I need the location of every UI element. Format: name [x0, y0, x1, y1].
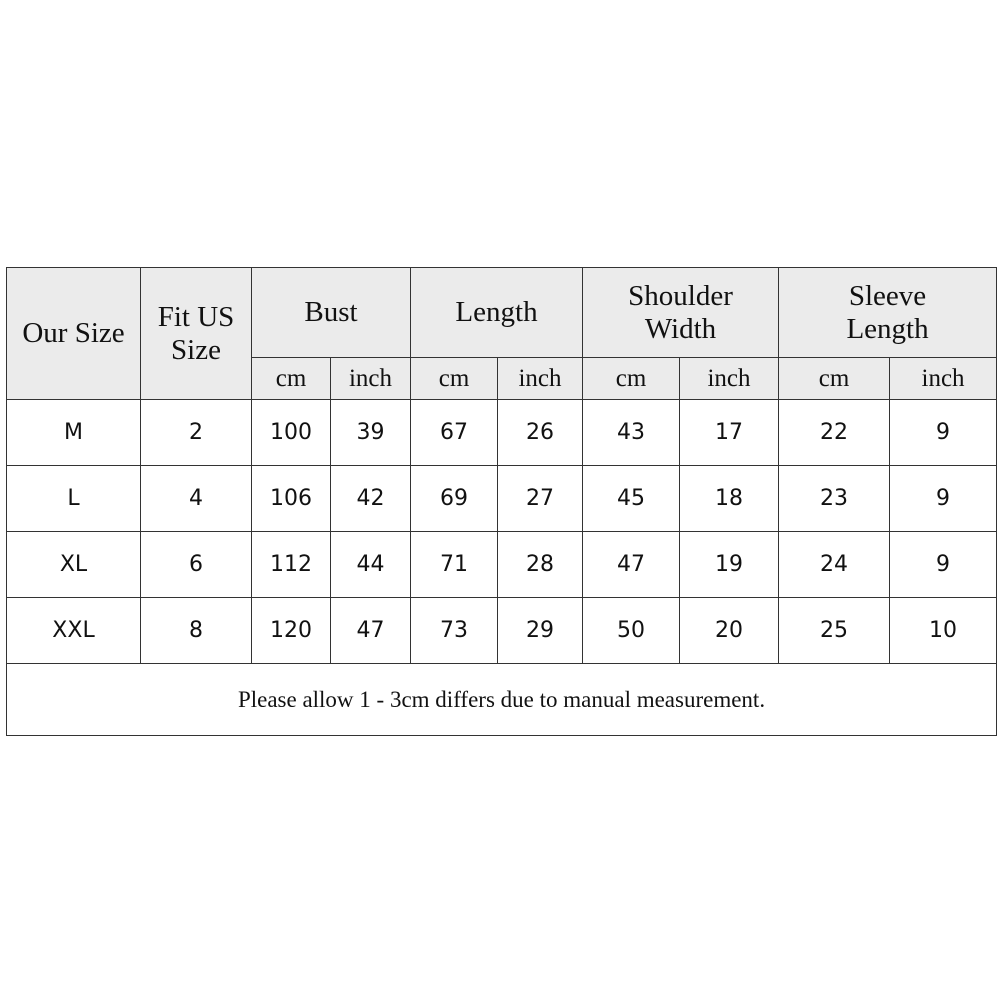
measurement-cell: 24	[778, 531, 891, 598]
header-fit-us-size: Fit US Size	[140, 267, 252, 400]
size-cell: XXL	[6, 597, 141, 664]
measurement-cell: 120	[251, 597, 331, 664]
measurement-cell: 100	[251, 399, 331, 466]
measurement-cell: 25	[778, 597, 891, 664]
measurement-cell: 20	[678, 597, 780, 664]
measurement-cell: 73	[410, 597, 498, 664]
measurement-cell: 10	[889, 597, 998, 664]
size-chart-table: Our Size Fit US Size Bust Length Shoulde…	[5, 267, 998, 736]
measurement-cell: 39	[330, 399, 411, 466]
us-size-cell: 2	[140, 399, 252, 466]
measurement-cell: 22	[778, 399, 891, 466]
table-row: L 4 106 42 69 27 45 18 23 9	[6, 465, 998, 532]
unit-cm: cm	[251, 357, 331, 400]
header-our-size: Our Size	[6, 267, 141, 400]
measurement-cell: 45	[582, 465, 680, 532]
unit-inch: inch	[678, 357, 780, 400]
measurement-cell: 19	[678, 531, 780, 598]
measurement-cell: 69	[410, 465, 498, 532]
measurement-cell: 112	[251, 531, 331, 598]
measurement-cell: 9	[889, 399, 998, 466]
header-sleeve-length-label: Sleeve Length	[846, 279, 929, 345]
size-cell: M	[6, 399, 141, 466]
unit-cm: cm	[410, 357, 498, 400]
measurement-cell: 27	[497, 465, 583, 532]
us-size-cell: 8	[140, 597, 252, 664]
measurement-cell: 43	[582, 399, 680, 466]
us-size-cell: 4	[140, 465, 252, 532]
measurement-cell: 42	[330, 465, 411, 532]
us-size-cell: 6	[140, 531, 252, 598]
unit-cm: cm	[582, 357, 680, 400]
header-bust: Bust	[251, 267, 411, 358]
measurement-cell: 9	[889, 465, 998, 532]
measurement-cell: 18	[678, 465, 780, 532]
header-fit-us-size-label: Fit US Size	[157, 300, 235, 366]
measurement-cell: 28	[497, 531, 583, 598]
measurement-cell: 44	[330, 531, 411, 598]
header-shoulder-width: Shoulder Width	[581, 267, 780, 358]
table-row: XXL 8 120 47 73 29 50 20 25 10	[6, 597, 998, 664]
unit-inch: inch	[330, 357, 411, 400]
unit-cm: cm	[778, 357, 891, 400]
header-length: Length	[410, 267, 583, 358]
measurement-cell: 9	[889, 531, 998, 598]
measurement-cell: 71	[410, 531, 498, 598]
table-row: XL 6 112 44 71 28 47 19 24 9	[6, 531, 998, 598]
measurement-cell: 50	[582, 597, 680, 664]
header-sleeve-length: Sleeve Length	[778, 267, 998, 358]
measurement-cell: 26	[497, 399, 583, 466]
measurement-cell: 47	[330, 597, 411, 664]
size-cell: L	[6, 465, 141, 532]
header-shoulder-width-label: Shoulder Width	[628, 279, 733, 345]
measurement-cell: 29	[497, 597, 583, 664]
unit-inch: inch	[497, 357, 583, 400]
measurement-note: Please allow 1 - 3cm differs due to manu…	[5, 663, 998, 736]
measurement-cell: 23	[778, 465, 891, 532]
unit-inch: inch	[889, 357, 998, 400]
size-cell: XL	[6, 531, 141, 598]
measurement-cell: 47	[582, 531, 680, 598]
measurement-cell: 106	[251, 465, 331, 532]
table-row: M 2 100 39 67 26 43 17 22 9	[6, 399, 998, 466]
measurement-cell: 67	[410, 399, 498, 466]
measurement-cell: 17	[678, 399, 780, 466]
